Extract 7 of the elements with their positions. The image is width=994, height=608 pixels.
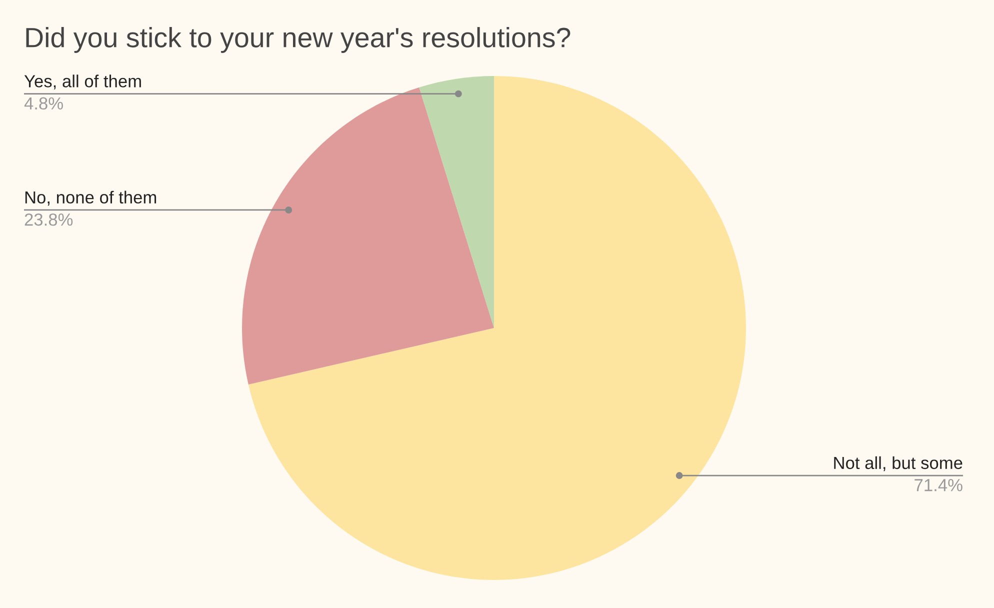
data-label: 4.8% xyxy=(24,97,63,110)
slice-label: Not all, but some xyxy=(834,456,962,472)
chart-title: Did you stick to your new year's resolutions? xyxy=(26,27,570,53)
slice-label: Yes, all of them xyxy=(24,74,141,90)
slice-label: No, none of them xyxy=(25,190,156,206)
data-label: 23.8% xyxy=(24,213,73,226)
data-label: 71.4% xyxy=(914,479,962,492)
